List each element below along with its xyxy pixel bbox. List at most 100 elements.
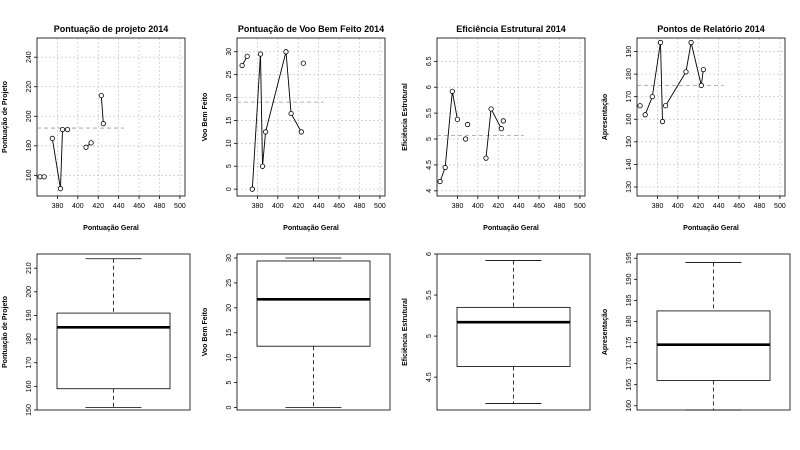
y-tick-label: 5.5 (426, 108, 433, 118)
data-point (283, 49, 289, 55)
x-tick-label: 440 (113, 203, 125, 210)
data-point (300, 60, 306, 66)
data-point (437, 178, 443, 185)
y-tick-label: 210 (26, 262, 33, 274)
data-point (262, 129, 269, 135)
y-tick-label: 175 (626, 337, 633, 349)
y-tick-label: 30 (226, 48, 233, 56)
y-tick-label: 165 (626, 379, 633, 391)
data-point (637, 103, 643, 109)
data-point (642, 112, 648, 118)
y-tick-label: 150 (26, 404, 33, 416)
x-tick-label: 500 (774, 203, 786, 210)
y-axis-label: Pontuação de Projeto (2, 296, 9, 368)
x-tick-label: 460 (333, 203, 345, 210)
data-point (257, 51, 264, 57)
y-axis-label: Eficiência Estrutural (402, 298, 409, 366)
y-tick-label: 220 (26, 81, 33, 93)
y-tick-label: 20 (226, 304, 233, 312)
x-tick-label: 460 (533, 203, 545, 210)
x-tick-label: 500 (374, 203, 386, 210)
series-segment (660, 42, 663, 122)
data-point (49, 135, 55, 142)
series-segment (651, 42, 661, 97)
x-tick-label: 420 (492, 203, 504, 210)
y-tick-label: 170 (626, 91, 633, 103)
y-tick-label: 4.5 (426, 160, 433, 170)
data-point (59, 126, 66, 133)
data-point (488, 106, 494, 112)
data-point (239, 62, 245, 69)
data-point (700, 67, 706, 73)
chart-title: Pontuação de projeto 2014 (54, 24, 169, 34)
y-axis-label: Apresentação (602, 309, 609, 355)
y-tick-label: 160 (626, 113, 633, 125)
plot-frame (236, 37, 386, 197)
x-tick-label: 500 (574, 203, 586, 210)
x-axis-label: Pontuação Geral (83, 225, 139, 232)
y-tick-label: 150 (626, 136, 633, 148)
y-tick-label: 170 (26, 357, 33, 369)
y-tick-label: 195 (626, 252, 633, 264)
y-tick-label: 180 (26, 333, 33, 345)
data-point (288, 110, 294, 117)
series-segment (60, 129, 63, 189)
data-point (100, 121, 106, 127)
y-tick-label: 5 (426, 137, 433, 141)
iqr-box (56, 312, 171, 390)
series-segment (665, 71, 687, 106)
data-point (41, 174, 47, 180)
y-tick-label: 10 (226, 139, 233, 147)
data-point (449, 88, 455, 94)
boxplot-panel-3: 4.5 5 5.5 6 Eficiência Estrutural (402, 252, 591, 411)
x-tick-label: 400 (472, 203, 484, 210)
series-segment (490, 108, 502, 129)
series-segment (265, 51, 287, 132)
x-axis-label: Pontuação Geral (483, 225, 539, 232)
y-tick-label: 5 (226, 164, 233, 168)
y-tick-label: 25 (226, 71, 233, 79)
series-segment (451, 91, 458, 120)
x-tick-label: 480 (354, 203, 366, 210)
y-tick-label: 0 (226, 405, 233, 409)
chart-title: Pontos de Relatório 2014 (657, 24, 765, 34)
iqr-box (256, 260, 371, 347)
y-tick-label: 190 (26, 310, 33, 322)
x-tick-label: 400 (672, 203, 684, 210)
x-tick-label: 440 (713, 203, 725, 210)
plot-frame (236, 253, 391, 411)
y-tick-label: 5 (426, 334, 433, 338)
data-point (462, 136, 469, 142)
y-tick-label: 190 (626, 273, 633, 285)
data-point (442, 164, 448, 171)
data-point (249, 186, 255, 192)
y-tick-label: 10 (226, 354, 233, 362)
y-tick-label: 25 (226, 279, 233, 287)
x-tick-label: 440 (513, 203, 525, 210)
y-axis-label: Voo Bem Feito (202, 93, 209, 141)
y-axis-label: Voo Bem Feito (202, 308, 209, 356)
y-axis-label: Pontuação de Projeto (2, 81, 9, 153)
data-point (298, 129, 304, 135)
y-tick-label: 5 (226, 381, 233, 385)
x-tick-label: 440 (313, 203, 325, 210)
y-tick-label: 200 (26, 286, 33, 298)
data-point (498, 126, 504, 132)
x-axis-label: Pontuação Geral (283, 225, 339, 232)
plot-frame (436, 37, 586, 197)
scatter-panel-4: 380 400 420 440 460 480 500 130 140 150 160 170 180 1… (602, 24, 786, 232)
boxplot-panel-2: 0 5 10 15 20 25 30 Voo Bem Feito (202, 253, 391, 411)
data-point (259, 163, 266, 169)
y-tick-label: 160 (26, 169, 33, 181)
scatter-panel-2: 380 400 420 440 460 480 500 0 5 10 15 20 25 30 Pontuaç… (202, 24, 386, 232)
series-segment (251, 54, 261, 190)
y-tick-label: 180 (626, 316, 633, 328)
data-point (662, 103, 669, 109)
y-tick-label: 185 (626, 294, 633, 306)
y-tick-label: 4.5 (426, 372, 433, 382)
data-point (649, 94, 655, 100)
scatter-panel-3: 380 400 420 440 460 480 500 4 4.5 5 5.5 6 6.5 Eficiên… (402, 24, 586, 232)
data-point (483, 155, 489, 161)
y-tick-label: 160 (26, 380, 33, 392)
